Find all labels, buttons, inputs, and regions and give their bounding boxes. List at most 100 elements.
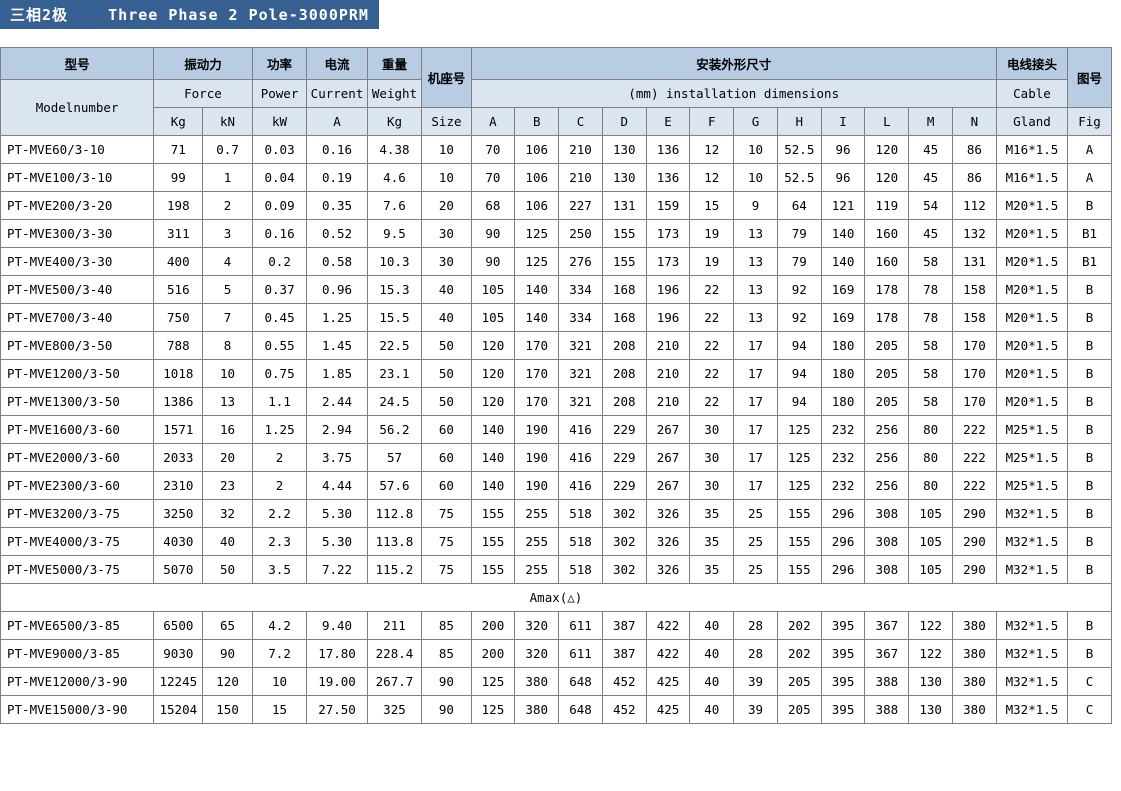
cell-value: 1.1: [252, 388, 307, 416]
hdr-force-kn: kN: [203, 108, 252, 136]
cell-value: 13: [203, 388, 252, 416]
cell-value: M32*1.5: [996, 668, 1067, 696]
cell-value: 136: [646, 164, 690, 192]
cell-value: 125: [777, 472, 821, 500]
cell-value: 416: [559, 416, 603, 444]
cell-value: 196: [646, 276, 690, 304]
cell-value: 22: [690, 332, 734, 360]
cell-value: B: [1068, 444, 1112, 472]
cell-value: B: [1068, 360, 1112, 388]
cell-value: 518: [559, 556, 603, 584]
cell-value: 56.2: [367, 416, 422, 444]
cell-value: 12: [690, 136, 734, 164]
cell-value: 30: [690, 444, 734, 472]
cell-value: M25*1.5: [996, 416, 1067, 444]
cell-value: 380: [952, 640, 996, 668]
cell-value: 416: [559, 444, 603, 472]
cell-value: M20*1.5: [996, 276, 1067, 304]
table-row: PT-MVE5000/3-755070503.57.22115.27515525…: [1, 556, 1112, 584]
cell-value: 518: [559, 500, 603, 528]
cell-value: 276: [559, 248, 603, 276]
cell-value: 4.38: [367, 136, 422, 164]
cell-value: 19: [690, 248, 734, 276]
cell-value: B: [1068, 556, 1112, 584]
cell-value: M20*1.5: [996, 248, 1067, 276]
cell-value: 10.3: [367, 248, 422, 276]
cell-value: B: [1068, 388, 1112, 416]
cell-value: 267: [646, 416, 690, 444]
cell-value: 60: [422, 472, 471, 500]
cell-model: PT-MVE500/3-40: [1, 276, 154, 304]
cell-value: 12245: [154, 668, 203, 696]
cell-value: 3.75: [307, 444, 367, 472]
cell-value: 54: [909, 192, 953, 220]
cell-model: PT-MVE15000/3-90: [1, 696, 154, 724]
cell-value: 326: [646, 528, 690, 556]
cell-value: 130: [602, 136, 646, 164]
cell-value: 380: [515, 696, 559, 724]
cell-value: M16*1.5: [996, 136, 1067, 164]
hdr-dim-I: I: [821, 108, 865, 136]
cell-value: 205: [777, 668, 821, 696]
cell-value: 15: [252, 696, 307, 724]
cell-value: M16*1.5: [996, 164, 1067, 192]
cell-value: 0.58: [307, 248, 367, 276]
cell-value: 395: [821, 640, 865, 668]
cell-value: 106: [515, 192, 559, 220]
cell-value: 4.2: [252, 612, 307, 640]
table-row: PT-MVE3200/3-753250322.25.30112.87515525…: [1, 500, 1112, 528]
cell-value: 28: [734, 612, 778, 640]
cell-value: 90: [471, 220, 515, 248]
cell-value: M20*1.5: [996, 388, 1067, 416]
cell-value: 387: [602, 640, 646, 668]
cell-value: 99: [154, 164, 203, 192]
cell-value: 170: [952, 360, 996, 388]
cell-value: 0.7: [203, 136, 252, 164]
cell-value: 2: [252, 444, 307, 472]
cell-value: 155: [777, 528, 821, 556]
cell-value: 168: [602, 304, 646, 332]
cell-value: 32: [203, 500, 252, 528]
cell-value: 130: [909, 696, 953, 724]
cell-value: 2.2: [252, 500, 307, 528]
cell-value: 227: [559, 192, 603, 220]
cell-value: 222: [952, 416, 996, 444]
cell-value: 320: [515, 612, 559, 640]
cell-model: PT-MVE4000/3-75: [1, 528, 154, 556]
cell-value: 210: [646, 360, 690, 388]
cell-value: 0.2: [252, 248, 307, 276]
cell-value: 422: [646, 640, 690, 668]
cell-value: 2.3: [252, 528, 307, 556]
cell-value: 229: [602, 472, 646, 500]
cell-value: 120: [471, 360, 515, 388]
cell-value: 85: [422, 640, 471, 668]
cell-value: M32*1.5: [996, 528, 1067, 556]
hdr-fig-en: Fig: [1068, 108, 1112, 136]
cell-value: 17: [734, 360, 778, 388]
cell-value: 58: [909, 248, 953, 276]
cell-value: 30: [690, 416, 734, 444]
hdr-power-unit: kW: [252, 108, 307, 136]
cell-value: 1018: [154, 360, 203, 388]
cell-value: 140: [471, 472, 515, 500]
hdr-weight-cn: 重量: [367, 48, 422, 80]
cell-value: 380: [952, 696, 996, 724]
cell-value: 155: [777, 556, 821, 584]
cell-value: 125: [471, 668, 515, 696]
cell-value: 120: [471, 388, 515, 416]
cell-value: 1.45: [307, 332, 367, 360]
cell-value: B: [1068, 416, 1112, 444]
cell-value: 17.80: [307, 640, 367, 668]
cell-value: 120: [203, 668, 252, 696]
cell-value: 25: [734, 556, 778, 584]
cell-value: 15.3: [367, 276, 422, 304]
cell-value: 40: [690, 696, 734, 724]
cell-value: 3250: [154, 500, 203, 528]
cell-value: 35: [690, 500, 734, 528]
cell-value: 788: [154, 332, 203, 360]
cell-value: 388: [865, 668, 909, 696]
cell-value: M32*1.5: [996, 612, 1067, 640]
cell-value: 205: [865, 388, 909, 416]
cell-value: 210: [646, 332, 690, 360]
cell-value: 2: [203, 192, 252, 220]
